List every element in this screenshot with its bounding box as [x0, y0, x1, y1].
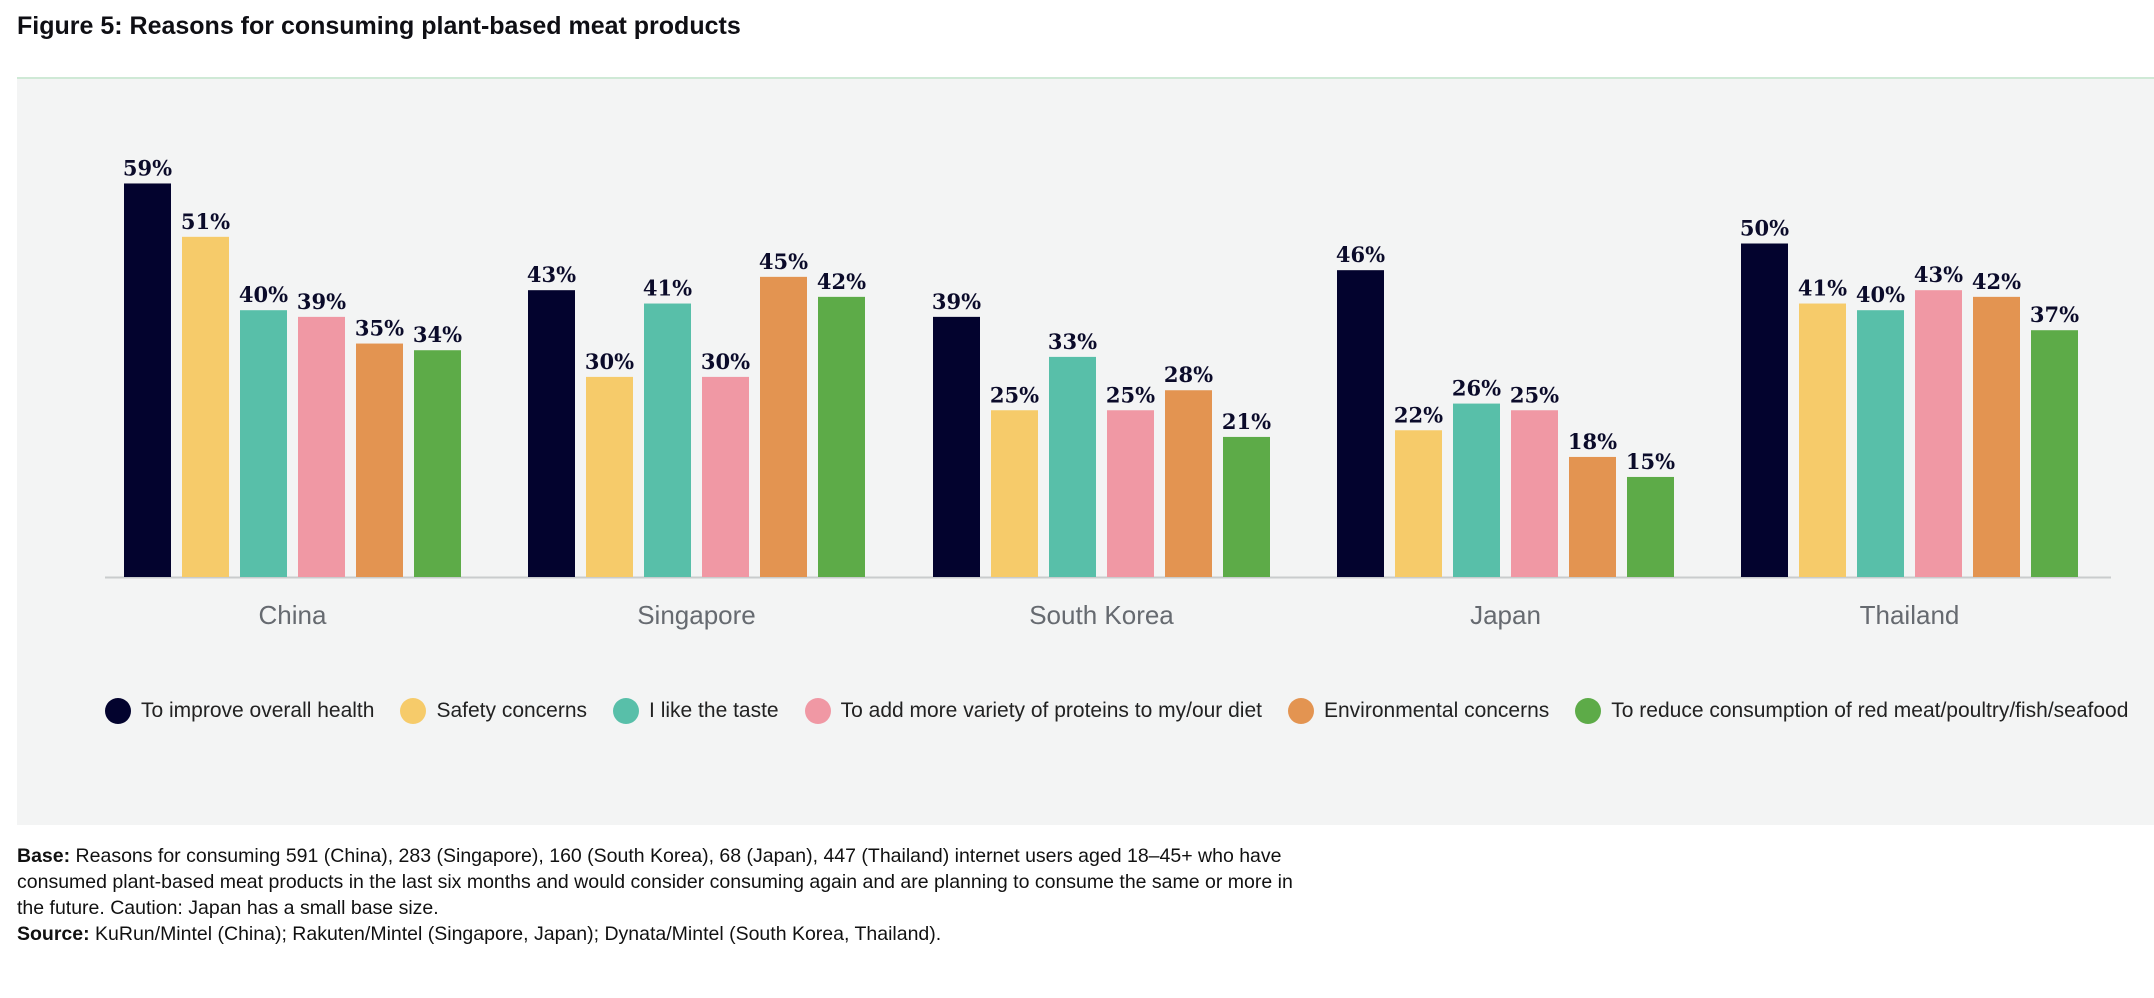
- bar: [760, 276, 807, 577]
- chart-panel: 59% 51% 40% 39% 35% 34% China 43% 30% 41% 30% 45% 42…: [17, 77, 2154, 825]
- data-label: 22%: [1394, 402, 1443, 427]
- bar: [414, 350, 461, 577]
- bar: [1337, 270, 1384, 577]
- legend-item: To add more variety of proteins to my/ou…: [804, 698, 1262, 724]
- bar: [1915, 290, 1962, 577]
- data-label: 30%: [701, 349, 750, 374]
- data-label: 30%: [585, 349, 634, 374]
- data-label: 59%: [123, 155, 172, 180]
- bar: [702, 376, 749, 577]
- legend-label: To improve overall health: [141, 699, 375, 722]
- bar: [818, 296, 865, 577]
- bar: [1395, 430, 1442, 577]
- source-note: Source: KuRun/Mintel (China); Rakuten/Mi…: [17, 921, 1307, 947]
- category-label: Japan: [1470, 600, 1541, 630]
- figure-title: Figure 5: Reasons for consuming plant-ba…: [17, 12, 741, 40]
- legend-item: To improve overall health: [105, 698, 374, 724]
- bar: [933, 316, 980, 577]
- bar: [586, 376, 633, 577]
- data-label: 26%: [1452, 376, 1501, 401]
- data-label: 43%: [1914, 262, 1963, 287]
- bar: [1799, 303, 1846, 577]
- bar: [124, 183, 171, 577]
- bar: [1165, 390, 1212, 577]
- data-label: 41%: [643, 276, 692, 301]
- legend-item: To reduce consumption of red meat/poultr…: [1575, 698, 2128, 724]
- base-note: Base: Reasons for consuming 591 (China),…: [17, 843, 1307, 921]
- bar: [644, 303, 691, 577]
- bar: [298, 316, 345, 577]
- legend-swatch: [613, 698, 640, 724]
- data-label: 35%: [355, 316, 404, 341]
- legend-swatch: [400, 698, 427, 724]
- bar: [1857, 310, 1904, 577]
- legend-item: Safety concerns: [400, 698, 587, 724]
- figure-notes: Base: Reasons for consuming 591 (China),…: [17, 843, 1307, 947]
- data-label: 40%: [1856, 282, 1905, 307]
- data-label: 45%: [759, 249, 808, 274]
- bar: [356, 343, 403, 577]
- bar: [2031, 330, 2078, 577]
- bar: [1511, 410, 1558, 577]
- data-label: 25%: [990, 382, 1039, 407]
- bar: [240, 310, 287, 577]
- chart-legend: To improve overall health Safety concerns…: [105, 698, 2128, 724]
- data-label: 51%: [181, 209, 230, 234]
- data-label: 34%: [413, 322, 462, 347]
- data-label: 25%: [1510, 382, 1559, 407]
- bar: [1627, 476, 1674, 577]
- source-text: KuRun/Mintel (China); Rakuten/Mintel (Si…: [89, 923, 942, 945]
- legend-label: Environmental concerns: [1324, 699, 1550, 722]
- data-label: 46%: [1336, 242, 1385, 267]
- bar: [1223, 436, 1270, 577]
- data-label: 39%: [297, 289, 346, 314]
- legend-label: Safety concerns: [436, 699, 588, 722]
- legend-item: I like the taste: [613, 698, 779, 724]
- source-label: Source:: [17, 923, 90, 945]
- category-label: Singapore: [637, 600, 756, 630]
- data-label: 37%: [2030, 302, 2079, 327]
- legend-label: To reduce consumption of red meat/poultr…: [1611, 699, 2129, 722]
- bar: [1741, 243, 1788, 577]
- bar: [1107, 410, 1154, 577]
- category-label: China: [259, 600, 327, 630]
- data-label: 50%: [1740, 216, 1789, 241]
- bar: [991, 410, 1038, 577]
- legend-swatch: [804, 698, 831, 724]
- legend-swatch: [1575, 698, 1602, 724]
- data-label: 41%: [1798, 276, 1847, 301]
- data-label: 18%: [1568, 429, 1617, 454]
- legend-label: To add more variety of proteins to my/ou…: [840, 699, 1262, 722]
- data-label: 15%: [1626, 449, 1675, 474]
- bar: [1973, 296, 2020, 577]
- legend-label: I like the taste: [649, 699, 779, 722]
- data-label: 39%: [932, 289, 981, 314]
- data-label: 43%: [527, 262, 576, 287]
- bar: [182, 236, 229, 577]
- legend-item: Environmental concerns: [1288, 698, 1549, 724]
- base-text: Reasons for consuming 591 (China), 283 (…: [17, 845, 1293, 919]
- data-label: 28%: [1164, 362, 1213, 387]
- data-label: 21%: [1222, 409, 1271, 434]
- base-label: Base:: [17, 845, 71, 867]
- data-label: 40%: [239, 282, 288, 307]
- bar: [1049, 356, 1096, 577]
- bar-chart: 59% 51% 40% 39% 35% 34% China 43% 30% 41% 30% 45% 42…: [105, 155, 2111, 630]
- category-label: South Korea: [1029, 600, 1174, 630]
- legend-swatch: [105, 698, 131, 724]
- bar: [1453, 403, 1500, 577]
- legend-swatch: [1288, 698, 1314, 724]
- data-label: 33%: [1048, 329, 1097, 354]
- data-label: 25%: [1106, 382, 1155, 407]
- data-label: 42%: [817, 269, 866, 294]
- data-label: 42%: [1972, 269, 2021, 294]
- bar: [528, 290, 575, 577]
- category-label: Thailand: [1860, 600, 1960, 630]
- bar: [1569, 456, 1616, 577]
